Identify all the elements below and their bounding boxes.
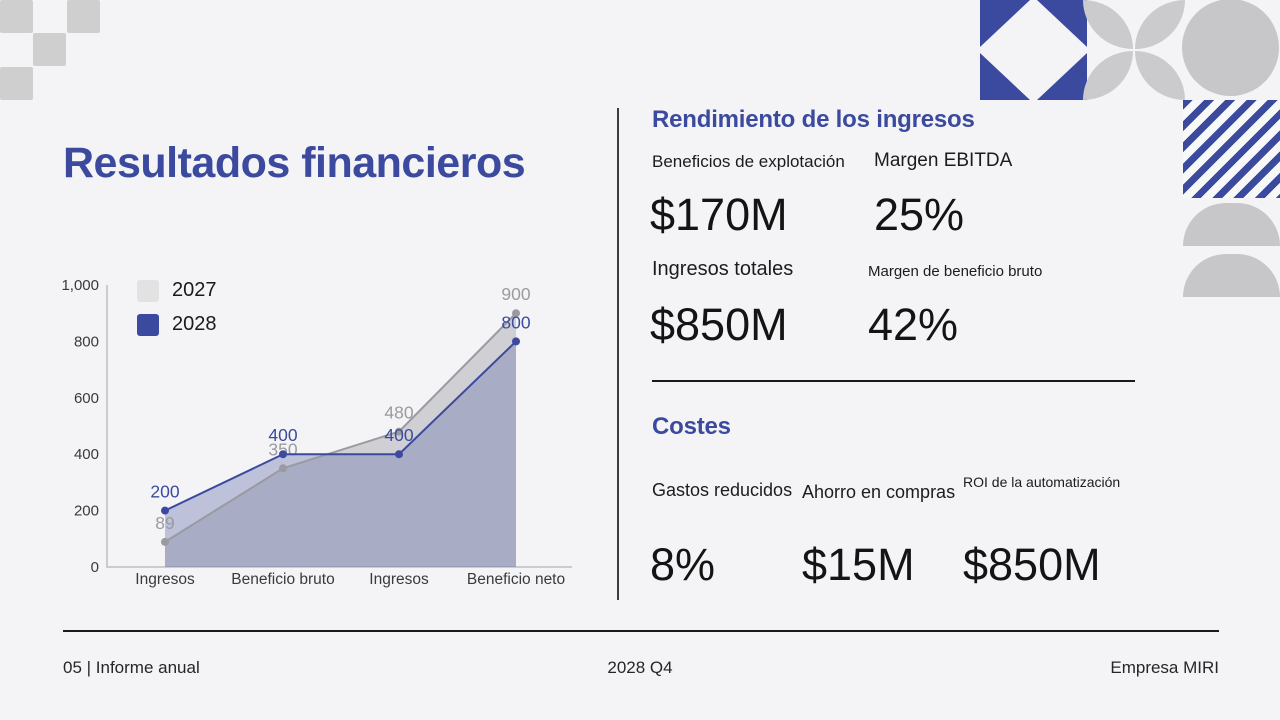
x-category-label: Beneficio bruto bbox=[231, 571, 334, 588]
checker-square bbox=[33, 33, 66, 66]
petal bbox=[1083, 51, 1133, 100]
metrics-panel: Rendimiento de los ingresos Beneficios d… bbox=[650, 106, 1135, 606]
metric-label-ebitda-margin: Margen EBITDA bbox=[874, 150, 1013, 171]
footer-divider bbox=[63, 630, 1219, 632]
data-label-2028: 400 bbox=[384, 425, 413, 445]
legend-swatch-2027 bbox=[137, 279, 159, 302]
revenue-section-heading: Rendimiento de los ingresos bbox=[652, 106, 975, 133]
chart-canvas: 0 200 400 600 800 1,000 Ingresos Beneficio brut… bbox=[61, 277, 572, 588]
data-label-2027: 89 bbox=[155, 513, 174, 533]
section-divider bbox=[652, 380, 1135, 382]
petal bbox=[1083, 0, 1133, 49]
series-area-2027 bbox=[165, 313, 516, 567]
y-tick-label: 800 bbox=[74, 333, 99, 350]
data-label-2028: 800 bbox=[501, 312, 530, 332]
metric-value-procurement-savings: $15M bbox=[802, 539, 915, 590]
metric-value-ebitda-margin: 25% bbox=[874, 189, 965, 240]
metric-label-gross-margin: Margen de beneficio bruto bbox=[868, 263, 1043, 280]
half-circle-decoration bbox=[1183, 254, 1280, 297]
legend-swatch-2028 bbox=[137, 313, 159, 336]
data-point-2027 bbox=[395, 427, 403, 436]
data-label-2027: 480 bbox=[384, 403, 413, 423]
y-tick-label: 0 bbox=[91, 559, 99, 576]
metric-value-total-revenue: $850M bbox=[650, 299, 788, 350]
x-category-label: Ingresos bbox=[135, 571, 195, 588]
checker-square bbox=[67, 0, 100, 33]
data-label-2028: 200 bbox=[150, 482, 179, 502]
metric-label-operating-profit: Beneficios de explotación bbox=[652, 152, 845, 171]
metric-value-automation-roi: $850M bbox=[963, 539, 1101, 590]
metric-label-automation-roi: ROI de la automatización bbox=[963, 474, 1121, 490]
legend-item-2027: 2027 bbox=[137, 279, 217, 302]
data-point-2028 bbox=[512, 337, 520, 346]
chart-legend: 2027 2028 bbox=[137, 279, 217, 336]
series-line-2027 bbox=[164, 312, 517, 543]
legend-label-2028: 2028 bbox=[172, 313, 217, 335]
checker-square bbox=[0, 67, 33, 100]
pinwheel-triangles-decoration bbox=[980, 0, 1087, 100]
metric-label-procurement-savings: Ahorro en compras bbox=[802, 482, 956, 502]
vertical-divider bbox=[617, 108, 619, 600]
metric-label-total-revenue: Ingresos totales bbox=[652, 258, 794, 280]
striped-square-decoration bbox=[1183, 100, 1280, 198]
y-tick-label: 400 bbox=[74, 446, 99, 463]
legend-item-2028: 2028 bbox=[137, 313, 217, 336]
petal bbox=[1135, 51, 1185, 100]
data-label-2027: 900 bbox=[501, 284, 530, 304]
metric-label-reduced-expenses: Gastos reducidos bbox=[652, 480, 793, 500]
y-tick-label: 1,000 bbox=[61, 277, 99, 294]
metric-value-gross-margin: 42% bbox=[868, 299, 959, 350]
costs-section-heading: Costes bbox=[652, 413, 731, 440]
data-point-2028 bbox=[395, 450, 403, 459]
x-category-label: Ingresos bbox=[369, 571, 429, 588]
data-point-2027 bbox=[161, 537, 169, 546]
half-circle-decoration bbox=[1183, 203, 1280, 246]
data-label-2028: 400 bbox=[268, 425, 297, 445]
metric-value-operating-profit: $170M bbox=[650, 189, 788, 240]
data-point-2027 bbox=[279, 464, 287, 473]
footer-page-label: 05 | Informe anual bbox=[63, 658, 200, 677]
legend-label-2027: 2027 bbox=[172, 279, 217, 301]
slide-title: Resultados financieros bbox=[63, 139, 526, 187]
metric-value-reduced-expenses: 8% bbox=[650, 539, 716, 590]
data-point-2028 bbox=[161, 506, 169, 515]
footer-company: Empresa MIRI bbox=[1110, 658, 1219, 677]
petal bbox=[1135, 0, 1185, 49]
circle-decoration bbox=[1182, 0, 1279, 96]
y-tick-label: 600 bbox=[74, 390, 99, 407]
chart-axes bbox=[106, 285, 572, 568]
checker-square bbox=[0, 0, 33, 33]
footer-quarter: 2028 Q4 bbox=[607, 658, 673, 677]
y-tick-label: 200 bbox=[74, 503, 99, 520]
x-category-label: Beneficio neto bbox=[467, 571, 565, 588]
data-point-2028 bbox=[279, 450, 287, 459]
data-point-2027 bbox=[512, 309, 520, 318]
financial-results-chart: 0 200 400 600 800 1,000 Ingresos Beneficio brut… bbox=[60, 275, 580, 600]
series-line-2028 bbox=[164, 340, 517, 512]
